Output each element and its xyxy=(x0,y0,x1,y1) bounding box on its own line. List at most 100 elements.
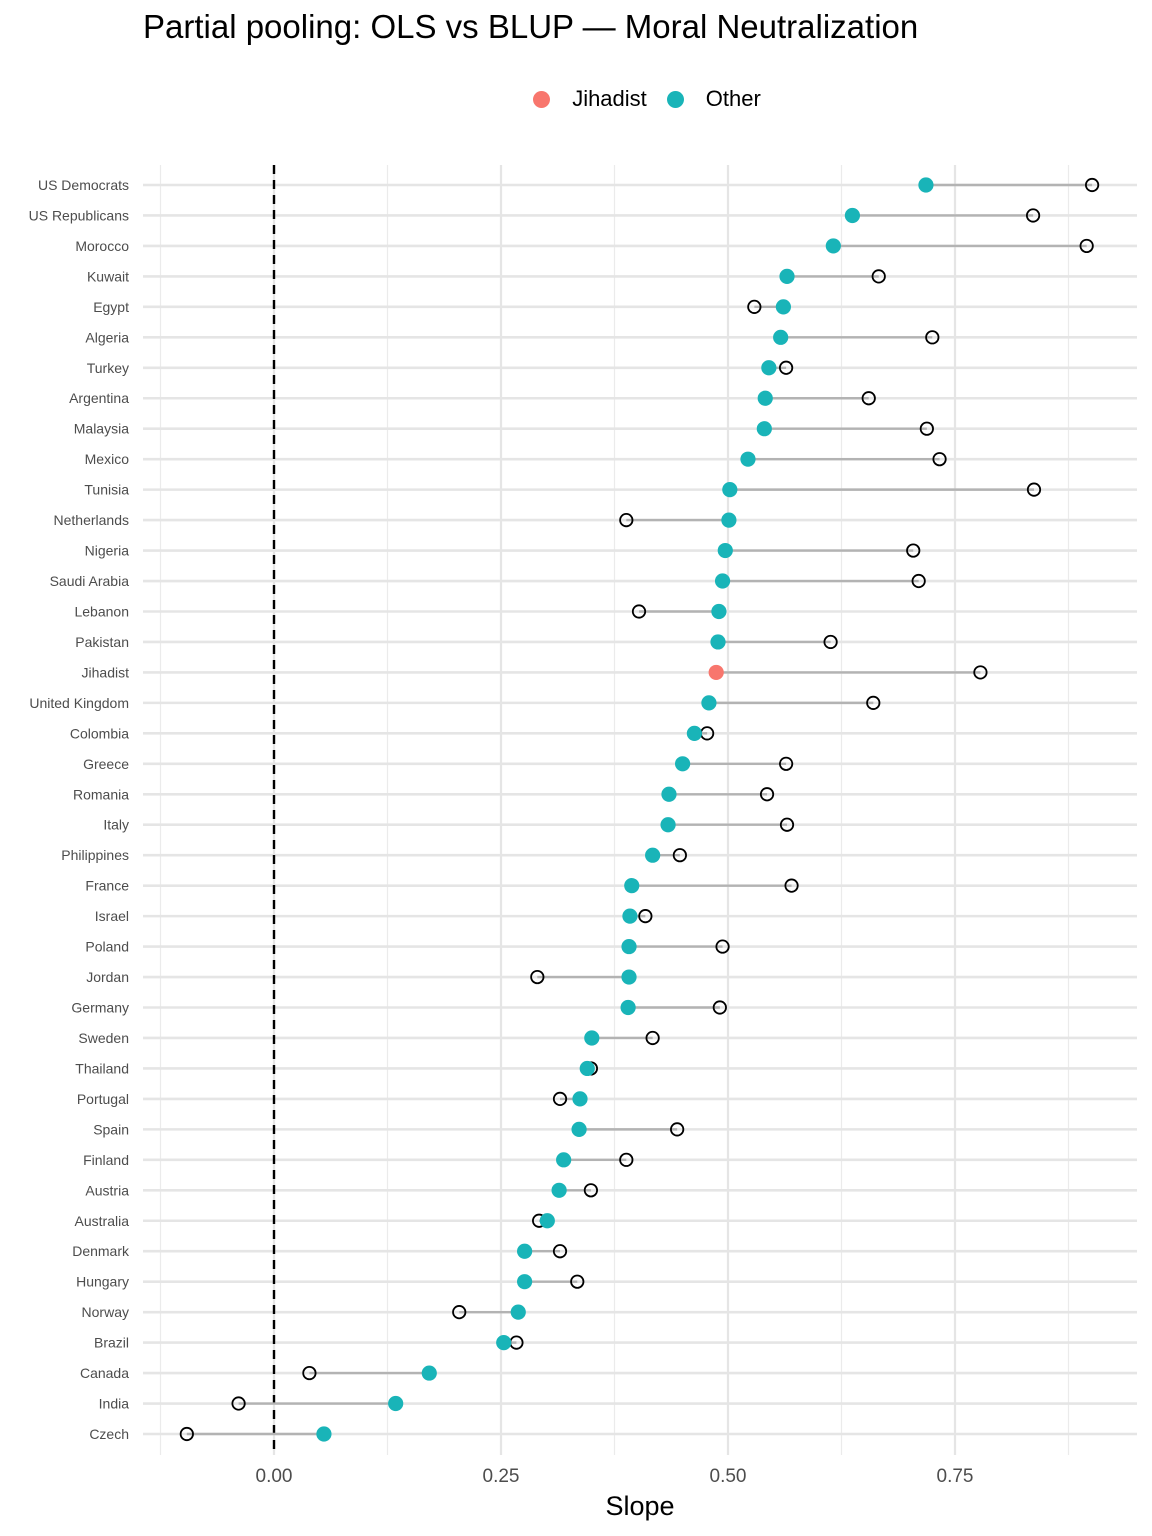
blup-point xyxy=(773,329,789,345)
ols-point xyxy=(747,299,762,314)
ols-point xyxy=(925,330,940,345)
y-tick-label: Egypt xyxy=(93,299,129,315)
y-tick-label: Norway xyxy=(82,1304,129,1320)
y-tick-label: Finland xyxy=(83,1152,129,1168)
blup-point xyxy=(825,238,841,254)
blup-point xyxy=(711,603,727,620)
legend-label-other: Other xyxy=(705,86,761,111)
ols-point xyxy=(919,421,934,436)
blup-point xyxy=(844,207,860,224)
y-tick-label: Jihadist xyxy=(82,664,130,680)
blup-point xyxy=(714,573,731,589)
y-tick-label: Australia xyxy=(75,1213,130,1229)
y-tick-label: Jordan xyxy=(86,969,129,985)
y-tick-label: France xyxy=(85,878,129,894)
blup-point xyxy=(622,908,638,924)
blup-point xyxy=(701,695,717,711)
y-tick-label: United Kingdom xyxy=(29,695,129,711)
ols-point xyxy=(779,817,795,832)
y-tick-label: Morocco xyxy=(75,238,129,254)
ols-point xyxy=(179,1426,194,1442)
blup-point xyxy=(775,299,791,315)
y-tick-label: Italy xyxy=(103,817,129,833)
blup-point xyxy=(621,969,637,985)
y-tick-label: Austria xyxy=(85,1182,129,1198)
y-tick-label: Kuwait xyxy=(87,268,129,284)
blup-point xyxy=(571,1121,587,1137)
blup-point xyxy=(517,1243,533,1259)
y-tick-label: US Democrats xyxy=(38,177,129,193)
y-tick-label: Hungary xyxy=(76,1274,129,1290)
x-tick-label: 0.50 xyxy=(710,1466,747,1487)
ols-point xyxy=(712,1000,727,1015)
legend-key-jihadist xyxy=(533,90,551,108)
ols-point xyxy=(631,604,647,619)
y-tick-label: India xyxy=(99,1396,130,1412)
y-tick-label: Greece xyxy=(83,756,129,772)
x-axis-label: Slope xyxy=(605,1491,674,1521)
ols-point xyxy=(861,391,876,406)
ols-point xyxy=(779,756,794,771)
y-tick-label: US Republicans xyxy=(29,207,129,223)
legend-key-other xyxy=(666,90,684,108)
legend-item-jihadist: Jihadist xyxy=(533,86,647,112)
y-tick-label: Sweden xyxy=(78,1030,129,1046)
blup-point xyxy=(717,542,733,559)
blup-point xyxy=(572,1091,588,1107)
y-tick-label: Argentina xyxy=(69,390,129,406)
blup-point xyxy=(620,999,636,1016)
blup-point xyxy=(675,756,691,772)
ols-point xyxy=(530,969,545,985)
blup-point xyxy=(722,482,738,498)
y-tick-label: Colombia xyxy=(70,725,129,741)
y-tick-label: Netherlands xyxy=(54,512,130,528)
y-tick-label: Czech xyxy=(89,1426,129,1442)
blup-point xyxy=(584,1030,600,1046)
ols-point xyxy=(932,452,947,467)
x-tick-label: 0.00 xyxy=(256,1466,293,1487)
blup-point xyxy=(551,1182,567,1198)
blup-point xyxy=(496,1335,512,1351)
ols-point xyxy=(715,939,730,954)
blup-point xyxy=(740,451,756,467)
ols-point xyxy=(570,1274,585,1289)
ols-point xyxy=(784,878,799,893)
blup-point xyxy=(510,1304,526,1320)
y-tick-label: Lebanon xyxy=(74,603,129,619)
ols-point xyxy=(1079,238,1094,254)
y-tick-label: Pakistan xyxy=(75,634,129,650)
y-tick-label: Poland xyxy=(85,939,129,955)
blup-point xyxy=(761,360,777,376)
y-tick-label: Israel xyxy=(95,908,129,924)
minor-gridlines xyxy=(159,165,1070,1455)
y-tick-label: Denmark xyxy=(72,1243,130,1259)
blup-point xyxy=(686,725,703,741)
ols-point xyxy=(1026,482,1042,497)
blup-point xyxy=(579,1060,595,1077)
ols-point xyxy=(552,1091,568,1107)
blup-point xyxy=(316,1426,332,1442)
blup-point xyxy=(660,817,676,833)
blup-point xyxy=(710,634,726,650)
y-tick-label: Tunisia xyxy=(84,482,129,498)
blup-point xyxy=(721,512,737,528)
major-gridlines xyxy=(143,165,1137,1455)
ols-point xyxy=(672,848,687,863)
y-tick-label: Spain xyxy=(93,1121,129,1137)
ols-point xyxy=(619,1152,634,1167)
ols-point xyxy=(452,1305,467,1320)
ols-point xyxy=(871,269,886,284)
ols-points xyxy=(179,177,1100,1442)
y-tick-label: Mexico xyxy=(85,451,130,467)
y-tick-label: Germany xyxy=(71,1000,129,1016)
ols-point xyxy=(670,1122,685,1137)
x-tick-label: 0.75 xyxy=(937,1466,974,1487)
blup-point xyxy=(388,1395,404,1412)
x-tick-labels: 0.00 0.25 0.50 0.75 xyxy=(256,1466,974,1487)
y-tick-label: Turkey xyxy=(87,360,129,376)
blup-point xyxy=(621,938,637,955)
blup-point xyxy=(661,786,677,802)
ols-point xyxy=(552,1244,568,1259)
x-tick-label: 0.25 xyxy=(483,1466,520,1487)
blup-point xyxy=(517,1274,533,1290)
